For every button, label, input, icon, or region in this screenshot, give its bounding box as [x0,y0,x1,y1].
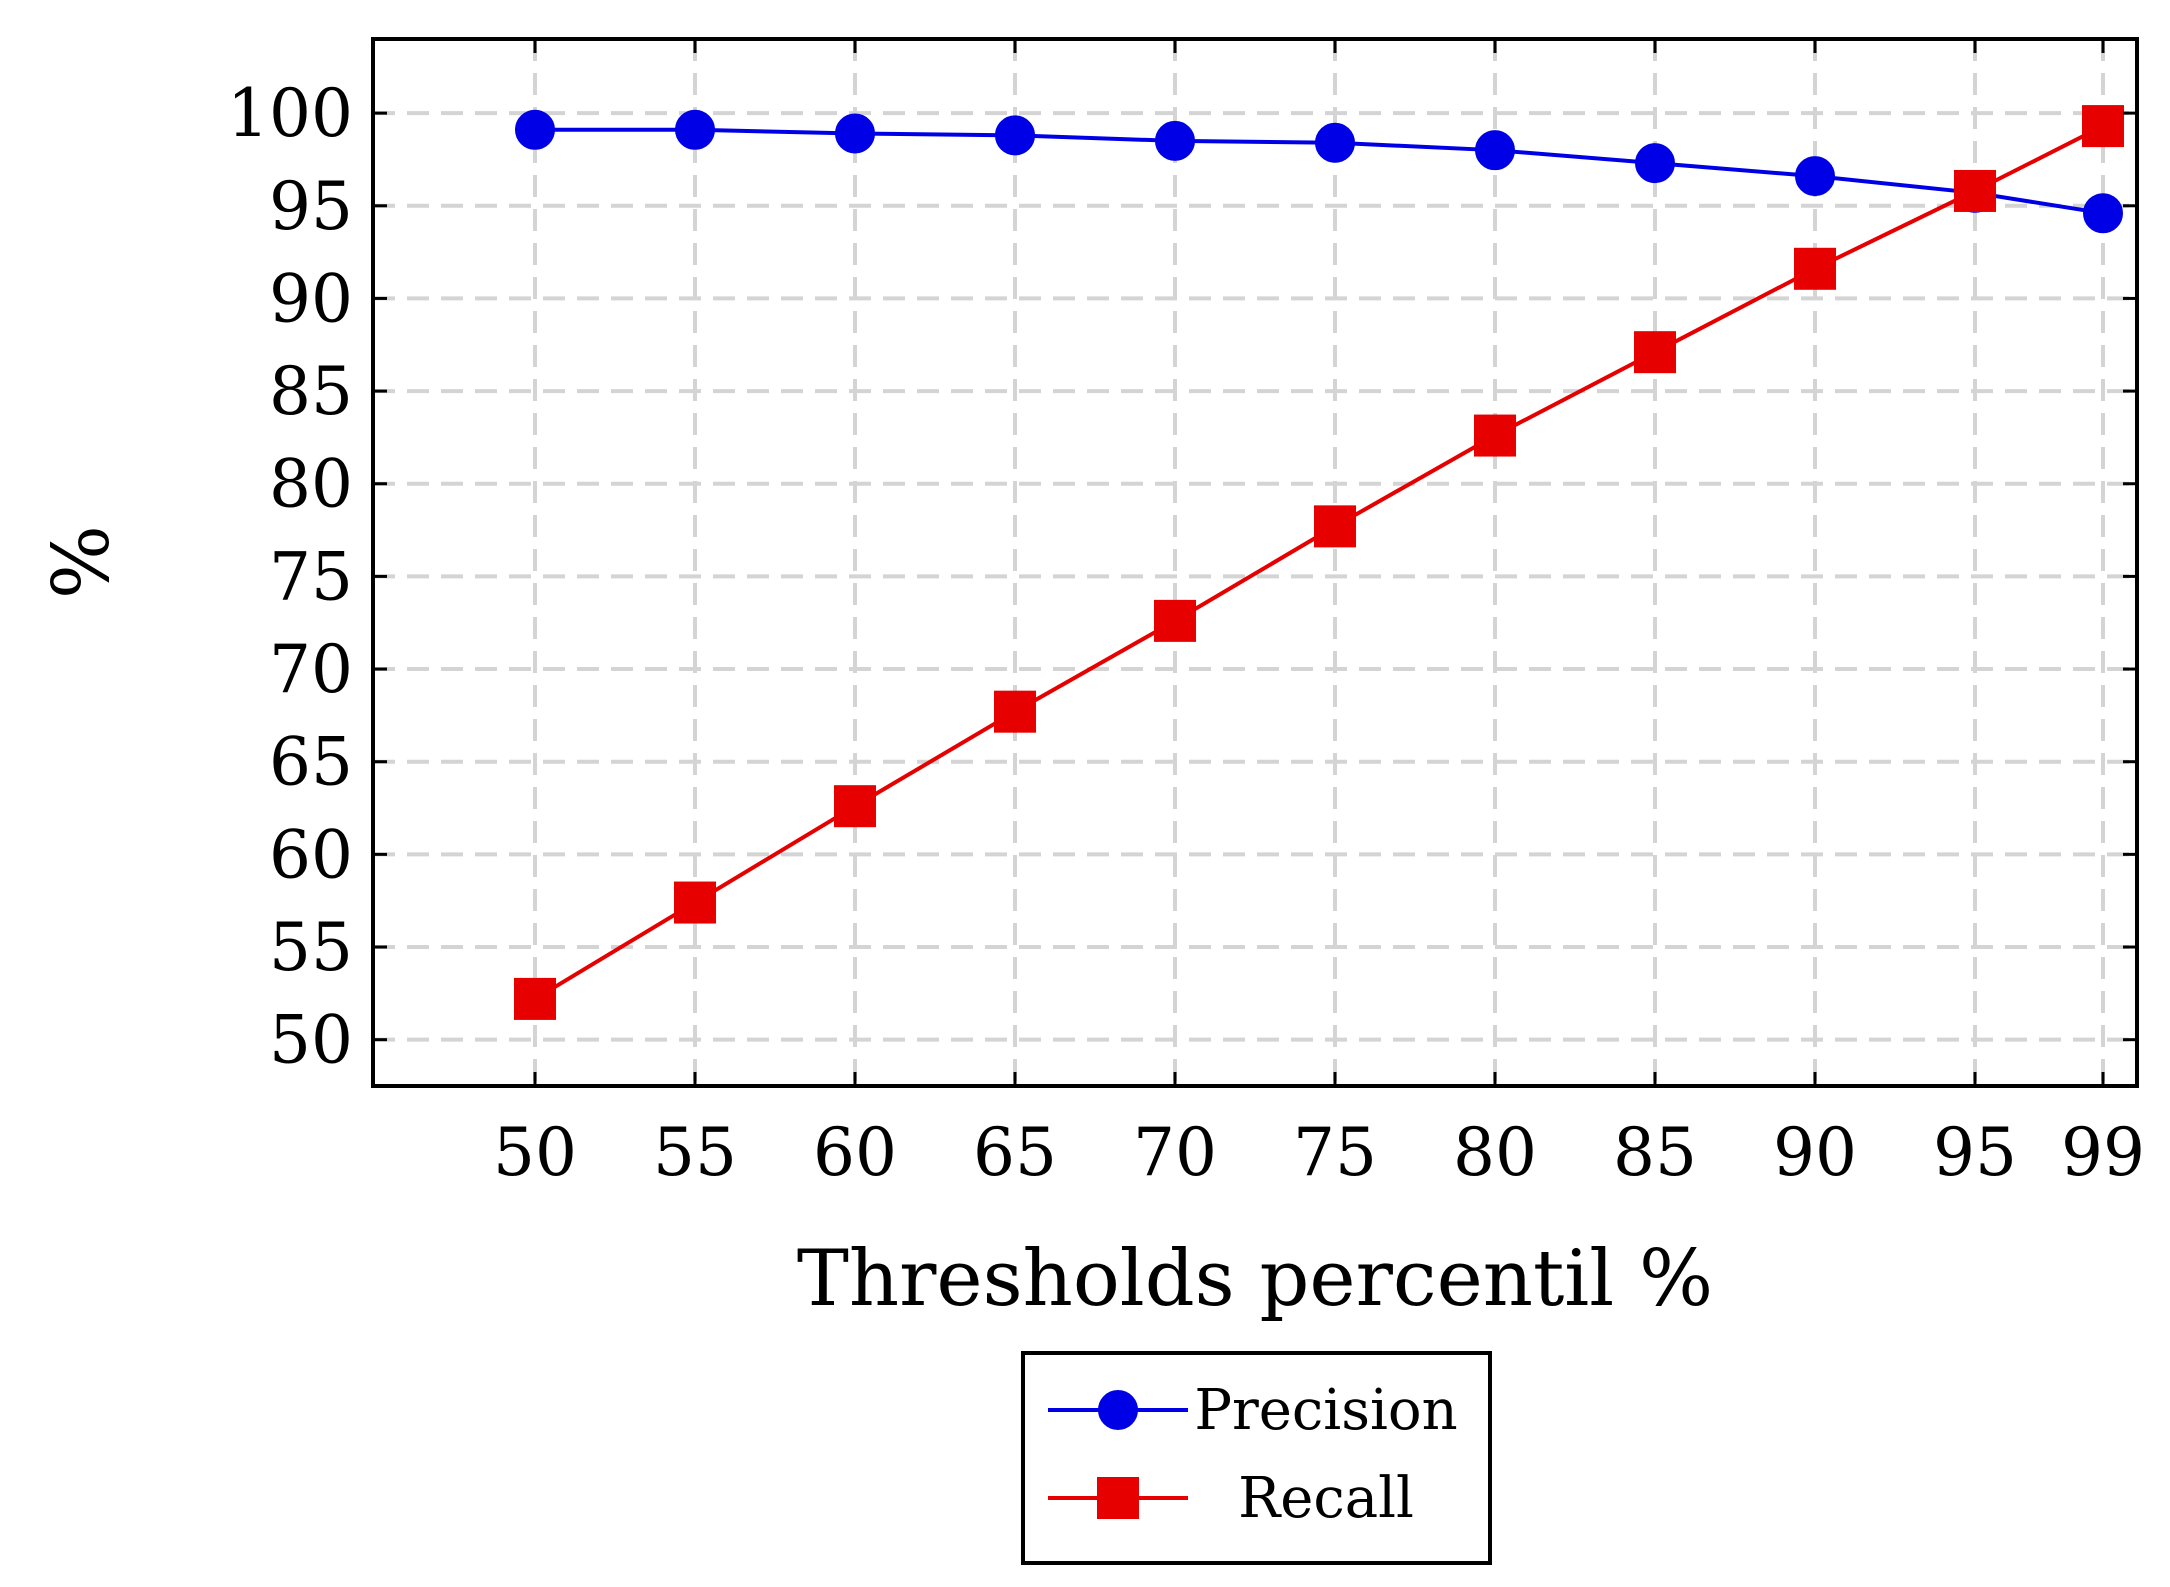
series-precision [515,109,2123,234]
x-tick-label-75: 75 [1293,1114,1377,1191]
axis-ticks [373,39,2137,1086]
x-tick-label-80: 80 [1453,1114,1537,1191]
series-recall [514,105,2124,1020]
y-tick-label-60: 60 [269,816,353,893]
point-recall-90 [1794,247,1836,290]
point-recall-75 [1314,505,1356,548]
x-axis-title: Thresholds percentil % [797,1234,1713,1324]
point-precision-90 [1795,156,1835,197]
legend-item-recall: Recall [1048,1466,1414,1531]
point-recall-55 [674,881,716,924]
legend-items: Precision Recall [1048,1378,1458,1531]
plot-frame [371,37,2139,1088]
point-recall-85 [1634,331,1676,374]
y-tick-labels: 50 55 60 65 70 75 80 85 90 95 100 [227,75,353,1079]
x-tick-label-60: 60 [813,1114,897,1191]
x-tick-label-85: 85 [1613,1114,1697,1191]
legend-marker-recall [1097,1477,1139,1519]
x-tick-label-65: 65 [973,1114,1057,1191]
legend-frame [1021,1351,1492,1565]
point-recall-60 [834,785,876,828]
x-tick-label-70: 70 [1133,1114,1217,1191]
x-tick-label-55: 55 [653,1114,737,1191]
y-tick-label-95: 95 [269,168,353,245]
legend-marker-precision [1098,1390,1138,1430]
point-precision-75 [1315,122,1355,163]
y-tick-label-70: 70 [269,631,353,708]
x-tick-label-99: 99 [2061,1114,2145,1191]
y-tick-label-100: 100 [227,75,353,152]
legend-item-precision: Precision [1048,1378,1458,1443]
point-recall-80 [1474,414,1516,457]
point-recall-95 [1954,169,1996,212]
y-tick-label-90: 90 [269,260,353,337]
point-recall-70 [1154,599,1196,642]
x-tick-labels: 50 55 60 65 70 75 80 85 90 95 99 [493,1114,2145,1191]
point-recall-65 [994,690,1036,733]
legend-label-recall: Recall [1238,1466,1414,1531]
point-precision-70 [1155,120,1195,161]
y-tick-label-55: 55 [269,909,353,986]
point-precision-85 [1635,143,1675,184]
grid [373,39,2137,1086]
legend: Precision Recall [1021,1351,1492,1565]
point-recall-99 [2082,105,2124,148]
series-line-recall [533,124,2104,1001]
point-precision-60 [835,113,875,154]
point-precision-80 [1475,130,1515,171]
y-tick-label-75: 75 [269,538,353,615]
point-precision-50 [515,109,555,150]
x-tick-label-95: 95 [1933,1114,2017,1191]
point-recall-50 [514,977,556,1020]
y-tick-label-50: 50 [269,1002,353,1079]
series-layer [514,105,2124,1020]
point-precision-99 [2083,193,2123,234]
y-tick-label-85: 85 [269,353,353,430]
x-tick-label-50: 50 [493,1114,577,1191]
point-precision-55 [675,109,715,150]
point-precision-65 [995,115,1035,156]
y-tick-label-80: 80 [269,446,353,523]
legend-label-precision: Precision [1194,1378,1457,1443]
x-tick-label-90: 90 [1773,1114,1857,1191]
y-tick-label-65: 65 [269,724,353,801]
y-axis-title: % [37,525,127,599]
